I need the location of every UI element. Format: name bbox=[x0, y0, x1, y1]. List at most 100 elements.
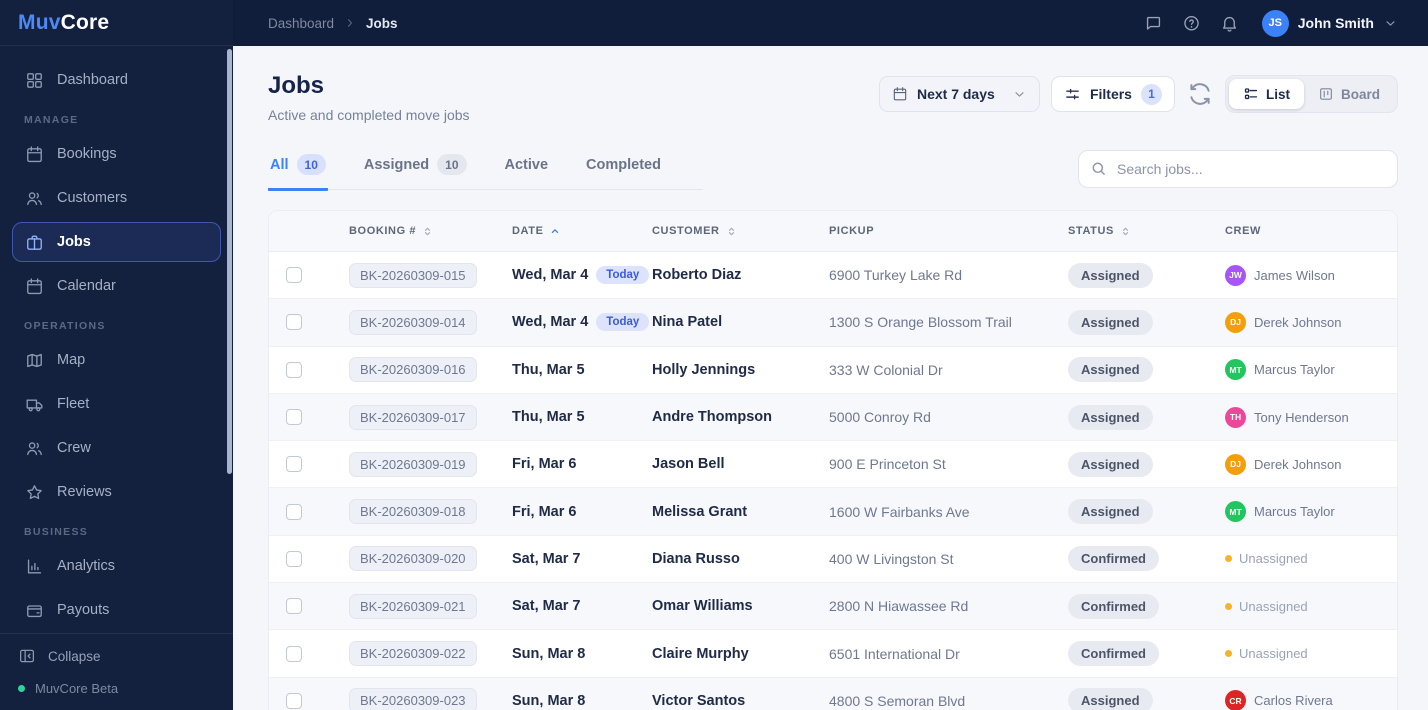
sidebar-item-map[interactable]: Map bbox=[12, 340, 221, 380]
help-icon[interactable] bbox=[1182, 14, 1201, 33]
table-row[interactable]: BK-20260309-014 Wed, Mar 4 Today Nina Patel… bbox=[269, 299, 1397, 347]
status-badge: Assigned bbox=[1068, 688, 1153, 710]
date-cell: Sat, Mar 7 bbox=[512, 551, 652, 567]
view-list-button[interactable]: List bbox=[1228, 79, 1304, 109]
date-range-label: Next 7 days bbox=[916, 86, 995, 102]
crew-name: Derek Johnson bbox=[1254, 456, 1342, 472]
column-header-booking[interactable]: BOOKING # bbox=[349, 225, 512, 238]
row-checkbox[interactable] bbox=[286, 456, 302, 473]
search-input[interactable] bbox=[1078, 150, 1398, 188]
refresh-button[interactable] bbox=[1186, 80, 1214, 108]
crew-name: Derek Johnson bbox=[1254, 314, 1342, 330]
date-cell: Sat, Mar 7 bbox=[512, 598, 652, 614]
sidebar-item-fleet[interactable]: Fleet bbox=[12, 384, 221, 424]
chevron-down-icon bbox=[1012, 87, 1027, 102]
topbar: Dashboard Jobs JS John Smith bbox=[233, 0, 1428, 46]
pickup-cell: 400 W Livingston St bbox=[829, 550, 954, 567]
crew-name: Carlos Rivera bbox=[1254, 693, 1333, 709]
logo-text-primary: Muv bbox=[18, 10, 61, 34]
row-checkbox[interactable] bbox=[286, 598, 302, 615]
date-cell: Wed, Mar 4 Today bbox=[512, 313, 652, 332]
row-checkbox[interactable] bbox=[286, 361, 302, 378]
tab-all[interactable]: All 10 bbox=[268, 152, 328, 191]
chat-icon[interactable] bbox=[1144, 14, 1163, 33]
date-text: Sat, Mar 7 bbox=[512, 550, 581, 567]
table-row[interactable]: BK-20260309-023 Sun, Mar 8 Victor Santos 48… bbox=[269, 677, 1397, 710]
crew-name: Unassigned bbox=[1239, 551, 1308, 567]
booking-number-badge: BK-20260309-015 bbox=[349, 262, 477, 288]
filters-count-badge: 1 bbox=[1140, 83, 1162, 105]
row-checkbox[interactable] bbox=[286, 692, 302, 709]
pickup-cell: 900 E Princeton St bbox=[829, 456, 946, 473]
sidebar-item-calendar[interactable]: Calendar bbox=[12, 266, 221, 306]
booking-number-badge: BK-20260309-016 bbox=[349, 357, 477, 383]
row-checkbox[interactable] bbox=[286, 550, 302, 567]
sidebar-item-jobs[interactable]: Jobs bbox=[12, 222, 221, 262]
calendar-icon bbox=[25, 277, 44, 296]
status-badge: Assigned bbox=[1068, 357, 1153, 383]
sort-icon bbox=[421, 225, 434, 238]
bell-icon[interactable] bbox=[1220, 14, 1239, 33]
row-checkbox[interactable] bbox=[286, 409, 302, 426]
row-checkbox[interactable] bbox=[286, 503, 302, 520]
view-board-button[interactable]: Board bbox=[1304, 79, 1394, 109]
column-header-status[interactable]: STATUS bbox=[1068, 225, 1225, 238]
tab-active[interactable]: Active bbox=[503, 152, 551, 191]
date-text: Sat, Mar 7 bbox=[512, 598, 581, 615]
booking-number-badge: BK-20260309-018 bbox=[349, 499, 477, 525]
tab-label: Active bbox=[504, 156, 549, 173]
map-icon bbox=[25, 351, 44, 370]
row-checkbox[interactable] bbox=[286, 267, 302, 284]
tab-assigned[interactable]: Assigned 10 bbox=[362, 152, 469, 191]
row-checkbox[interactable] bbox=[286, 645, 302, 662]
pickup-cell: 333 W Colonial Dr bbox=[829, 361, 943, 378]
table-row[interactable]: BK-20260309-016 Thu, Mar 5 Holly Jennings 3… bbox=[269, 347, 1397, 394]
table-row[interactable]: BK-20260309-018 Fri, Mar 6 Melissa Grant 16… bbox=[269, 488, 1397, 536]
sidebar-item-payouts[interactable]: Payouts bbox=[12, 590, 221, 630]
date-cell: Sun, Mar 8 bbox=[512, 646, 652, 662]
sidebar-item-bookings[interactable]: Bookings bbox=[12, 134, 221, 174]
breadcrumb-dashboard[interactable]: Dashboard bbox=[268, 15, 335, 31]
crew-cell: DJ Derek Johnson bbox=[1225, 311, 1397, 333]
table-row[interactable]: BK-20260309-022 Sun, Mar 8 Claire Murphy 65… bbox=[269, 630, 1397, 678]
chart-icon bbox=[25, 557, 44, 576]
list-view-icon bbox=[1243, 86, 1259, 102]
row-checkbox[interactable] bbox=[286, 314, 302, 331]
users-icon bbox=[25, 439, 44, 458]
search-icon bbox=[1090, 160, 1107, 177]
crew-avatar: MT bbox=[1225, 359, 1246, 381]
filters-button[interactable]: Filters 1 bbox=[1050, 76, 1175, 112]
sidebar-scrollbar-thumb[interactable] bbox=[227, 49, 232, 474]
crew-cell: Unassigned bbox=[1225, 646, 1397, 661]
sidebar-item-customers[interactable]: Customers bbox=[12, 178, 221, 218]
table-row[interactable]: BK-20260309-019 Fri, Mar 6 Jason Bell 900 E… bbox=[269, 441, 1397, 489]
user-menu[interactable]: JS John Smith bbox=[1261, 9, 1398, 37]
table-row[interactable]: BK-20260309-015 Wed, Mar 4 Today Roberto Di… bbox=[269, 252, 1397, 300]
sidebar-item-reviews[interactable]: Reviews bbox=[12, 472, 221, 512]
crew-cell: DJ Derek Johnson bbox=[1225, 453, 1397, 475]
date-cell: Sun, Mar 8 bbox=[512, 693, 652, 709]
tab-count-badge: 10 bbox=[296, 154, 326, 175]
customer-cell: Jason Bell bbox=[652, 456, 725, 473]
booking-number-badge: BK-20260309-014 bbox=[349, 309, 477, 335]
view-label: List bbox=[1265, 86, 1290, 102]
sidebar-item-crew[interactable]: Crew bbox=[12, 428, 221, 468]
column-header-customer[interactable]: CUSTOMER bbox=[652, 225, 829, 238]
sidebar-item-analytics[interactable]: Analytics bbox=[12, 546, 221, 586]
customer-cell: Claire Murphy bbox=[652, 645, 749, 662]
beta-label: MuvCore Beta bbox=[35, 681, 119, 696]
tab-completed[interactable]: Completed bbox=[584, 152, 663, 191]
table-row[interactable]: BK-20260309-021 Sat, Mar 7 Omar Williams 28… bbox=[269, 583, 1397, 631]
status-badge: Assigned bbox=[1068, 499, 1153, 525]
date-cell: Thu, Mar 5 bbox=[512, 409, 652, 425]
crew-avatar: JW bbox=[1225, 264, 1246, 286]
sort-icon bbox=[1119, 225, 1132, 238]
collapse-sidebar-button[interactable]: Collapse bbox=[18, 647, 215, 665]
date-range-dropdown[interactable]: Next 7 days bbox=[878, 76, 1040, 112]
crew-cell: MT Marcus Taylor bbox=[1225, 359, 1397, 381]
sidebar-item-dashboard[interactable]: Dashboard bbox=[12, 60, 221, 100]
date-text: Sun, Mar 8 bbox=[512, 645, 586, 662]
table-row[interactable]: BK-20260309-017 Thu, Mar 5 Andre Thompson 5… bbox=[269, 393, 1397, 442]
table-row[interactable]: BK-20260309-020 Sat, Mar 7 Diana Russo 400 … bbox=[269, 536, 1397, 584]
column-header-date[interactable]: DATE bbox=[512, 225, 652, 237]
